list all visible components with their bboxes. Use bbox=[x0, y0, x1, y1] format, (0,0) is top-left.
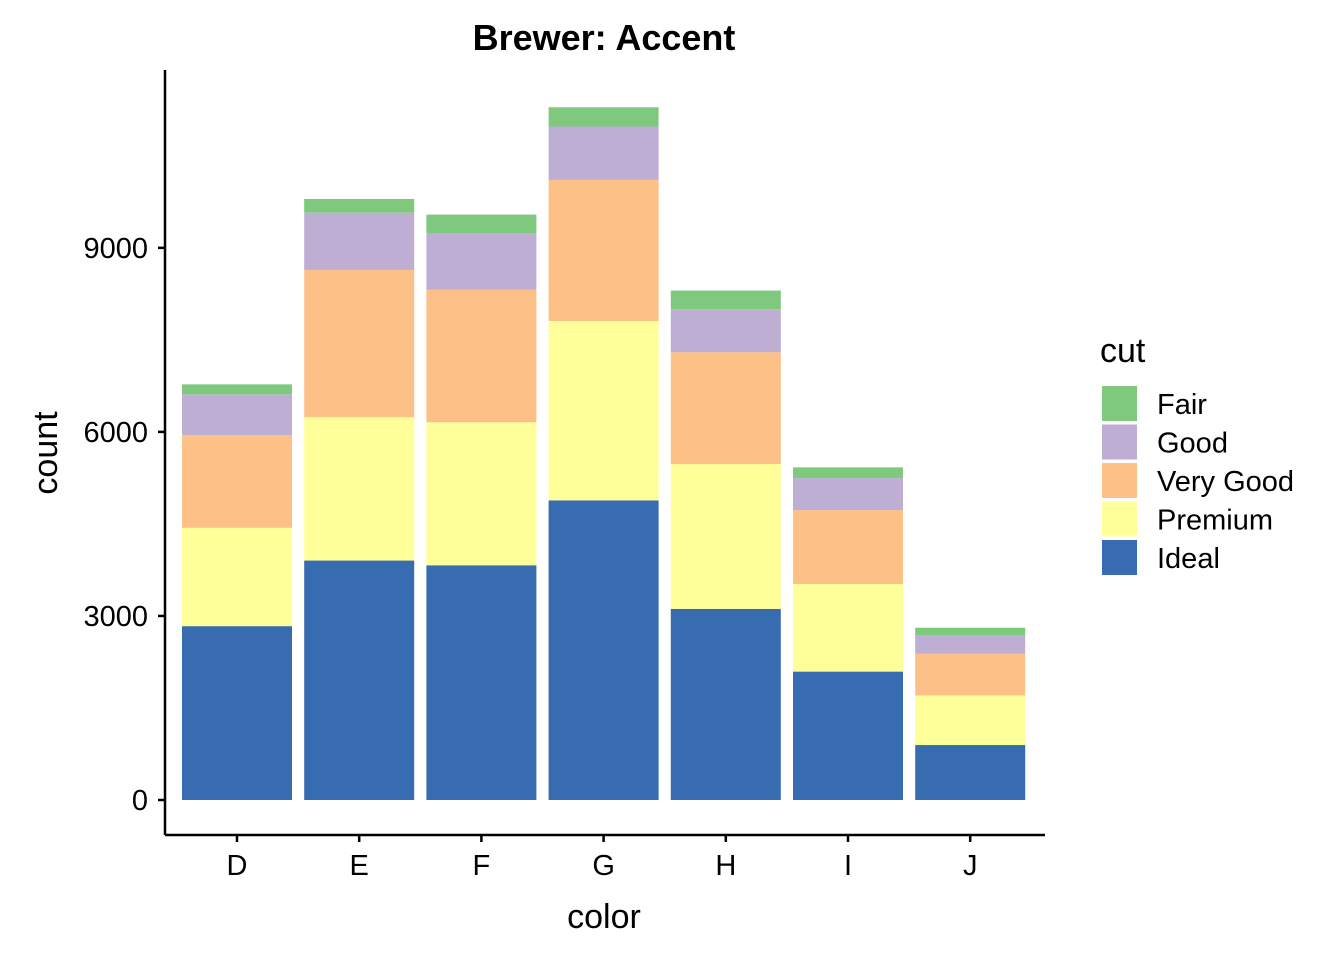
legend-key-good bbox=[1102, 424, 1137, 460]
bar-segment-J-fair bbox=[915, 627, 1026, 636]
bar-segment-G-premium bbox=[548, 320, 659, 501]
legend-label-very-good: Very Good bbox=[1157, 466, 1294, 498]
bar-segment-D-good bbox=[182, 394, 292, 435]
bar-segment-I-ideal bbox=[793, 671, 903, 800]
bar-segment-G-ideal bbox=[548, 500, 659, 800]
bar-segment-D-premium bbox=[182, 527, 292, 627]
legend-label-premium: Premium bbox=[1157, 505, 1273, 537]
bar-segment-H-ideal bbox=[670, 608, 781, 800]
y-tick-label: 3000 bbox=[83, 601, 148, 633]
bar-segment-D-very-good bbox=[182, 434, 292, 528]
bar-segment-E-ideal bbox=[304, 560, 415, 800]
y-tick-label: 9000 bbox=[83, 233, 148, 265]
y-ticks: 0 3000 6000 9000 bbox=[83, 233, 165, 817]
x-tick-label-G: G bbox=[592, 850, 615, 882]
bar-segment-J-premium bbox=[915, 695, 1026, 746]
legend-key-fair bbox=[1102, 386, 1137, 421]
x-tick-label-E: E bbox=[350, 850, 369, 882]
bar-segment-D-fair bbox=[182, 384, 292, 395]
chart-title: Brewer: Accent bbox=[473, 17, 736, 58]
bar-segment-F-very-good bbox=[426, 289, 537, 423]
bar-segment-I-good bbox=[793, 478, 903, 511]
legend-key-ideal bbox=[1102, 540, 1137, 575]
y-tick-label: 6000 bbox=[83, 417, 148, 449]
bar-segment-F-ideal bbox=[426, 565, 537, 800]
x-tick-label-D: D bbox=[227, 850, 248, 882]
legend-label-fair: Fair bbox=[1157, 389, 1207, 421]
bar-segment-E-very-good bbox=[304, 269, 415, 418]
bar-segment-J-very-good bbox=[915, 653, 1026, 696]
bar-segment-E-premium bbox=[304, 417, 415, 561]
legend-label-good: Good bbox=[1157, 428, 1228, 460]
legend-items: Fair Good Very Good Premium Ideal bbox=[1102, 386, 1294, 575]
bar-segment-I-premium bbox=[793, 583, 903, 672]
x-tick-label-F: F bbox=[473, 850, 491, 882]
x-ticks: D E F G H I J bbox=[227, 835, 978, 882]
bar-segment-I-very-good bbox=[793, 510, 903, 584]
legend-label-ideal: Ideal bbox=[1157, 543, 1220, 575]
bar-segment-F-premium bbox=[426, 422, 537, 566]
bar-segment-I-fair bbox=[793, 467, 903, 479]
x-axis-title: color bbox=[567, 898, 641, 936]
x-tick-label-J: J bbox=[963, 850, 978, 882]
legend-key-very-good bbox=[1102, 463, 1137, 498]
bars-group bbox=[182, 107, 1026, 800]
bar-segment-J-ideal bbox=[915, 745, 1026, 800]
bar-segment-H-good bbox=[670, 309, 781, 353]
bar-segment-H-premium bbox=[670, 464, 781, 609]
bar-segment-D-ideal bbox=[182, 626, 292, 800]
legend: cut Fair Good Very Good Premium Ideal bbox=[1100, 332, 1294, 575]
bar-segment-J-good bbox=[915, 635, 1026, 654]
legend-key-premium bbox=[1102, 501, 1137, 537]
legend-title: cut bbox=[1100, 332, 1146, 370]
x-tick-label-I: I bbox=[844, 850, 852, 882]
bar-segment-H-very-good bbox=[670, 352, 781, 465]
bar-segment-E-good bbox=[304, 212, 415, 270]
bar-segment-G-fair bbox=[548, 107, 659, 127]
bar-segment-F-good bbox=[426, 233, 537, 290]
x-tick-label-H: H bbox=[715, 850, 736, 882]
bar-segment-G-good bbox=[548, 126, 659, 180]
bar-segment-F-fair bbox=[426, 214, 537, 234]
bar-segment-H-fair bbox=[670, 290, 781, 310]
y-tick-label: 0 bbox=[132, 785, 148, 817]
bar-segment-G-very-good bbox=[548, 179, 659, 321]
bar-segment-E-fair bbox=[304, 198, 415, 213]
y-axis-title: count bbox=[27, 411, 65, 495]
